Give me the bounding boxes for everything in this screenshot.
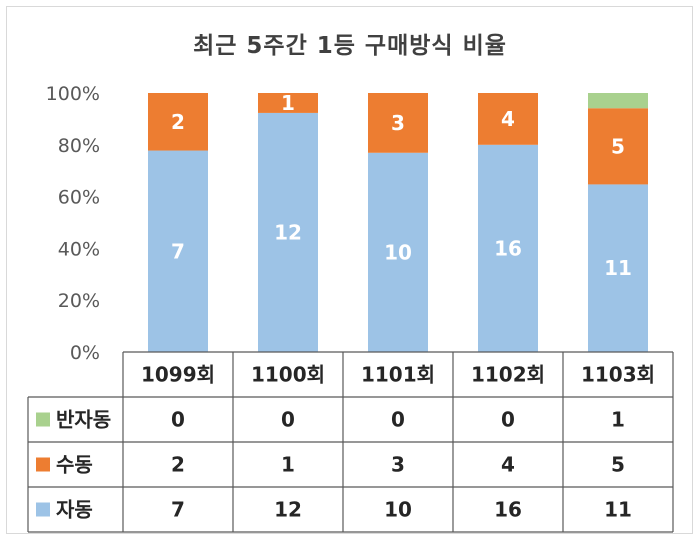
data-label: 7 <box>171 239 185 263</box>
series-label: 자동 <box>56 498 93 522</box>
bar-segment <box>148 150 208 352</box>
series-label: 반자동 <box>56 408 111 432</box>
bar-segment <box>478 93 538 145</box>
category-label: 1103회 <box>581 363 655 387</box>
category-label: 1102회 <box>471 363 545 387</box>
table-value: 16 <box>494 498 522 522</box>
table-value: 3 <box>391 453 405 477</box>
table-value: 10 <box>384 498 412 522</box>
category-label: 1099회 <box>141 363 215 387</box>
table-value: 0 <box>391 408 405 432</box>
legend-key <box>36 457 50 472</box>
data-label: 10 <box>384 240 412 264</box>
legend-key <box>36 412 50 427</box>
category-label: 1101회 <box>361 363 435 387</box>
series-label: 수동 <box>56 453 93 477</box>
table-value: 4 <box>501 453 515 477</box>
bar-segment <box>478 144 538 352</box>
category-label: 1100회 <box>251 363 325 387</box>
y-tick-label: 60% <box>58 187 100 209</box>
data-label: 12 <box>274 220 302 244</box>
table-value: 1 <box>611 408 625 432</box>
table-value: 12 <box>274 498 302 522</box>
chart-frame <box>6 6 693 534</box>
bar-segment <box>588 93 648 109</box>
table-value: 0 <box>171 408 185 432</box>
bar-segment <box>368 93 428 153</box>
data-label: 3 <box>391 111 405 135</box>
table-value: 7 <box>171 498 185 522</box>
data-label: 1 <box>281 91 295 115</box>
bar-segment <box>258 112 318 352</box>
data-label: 4 <box>501 107 515 131</box>
table-value: 5 <box>611 453 625 477</box>
bar-segment <box>258 93 318 113</box>
table-value: 1 <box>281 453 295 477</box>
bar-segment <box>588 184 648 352</box>
bar-segment <box>368 152 428 352</box>
data-label: 5 <box>611 134 625 158</box>
table-value: 0 <box>501 408 515 432</box>
y-tick-label: 0% <box>70 342 100 364</box>
data-label: 16 <box>494 236 522 260</box>
table-value: 11 <box>604 498 632 522</box>
y-tick-label: 100% <box>46 83 100 105</box>
data-label: 11 <box>604 256 632 280</box>
legend-key <box>36 502 50 517</box>
bar-segment <box>588 108 648 185</box>
chart-title: 최근 5주간 1등 구매방식 비율 <box>193 33 507 59</box>
y-tick-label: 20% <box>58 290 100 312</box>
bar-segment <box>148 93 208 151</box>
table-value: 0 <box>281 408 295 432</box>
y-tick-label: 40% <box>58 238 100 260</box>
y-tick-label: 80% <box>58 135 100 157</box>
data-label: 2 <box>171 110 185 134</box>
table-value: 2 <box>171 453 185 477</box>
